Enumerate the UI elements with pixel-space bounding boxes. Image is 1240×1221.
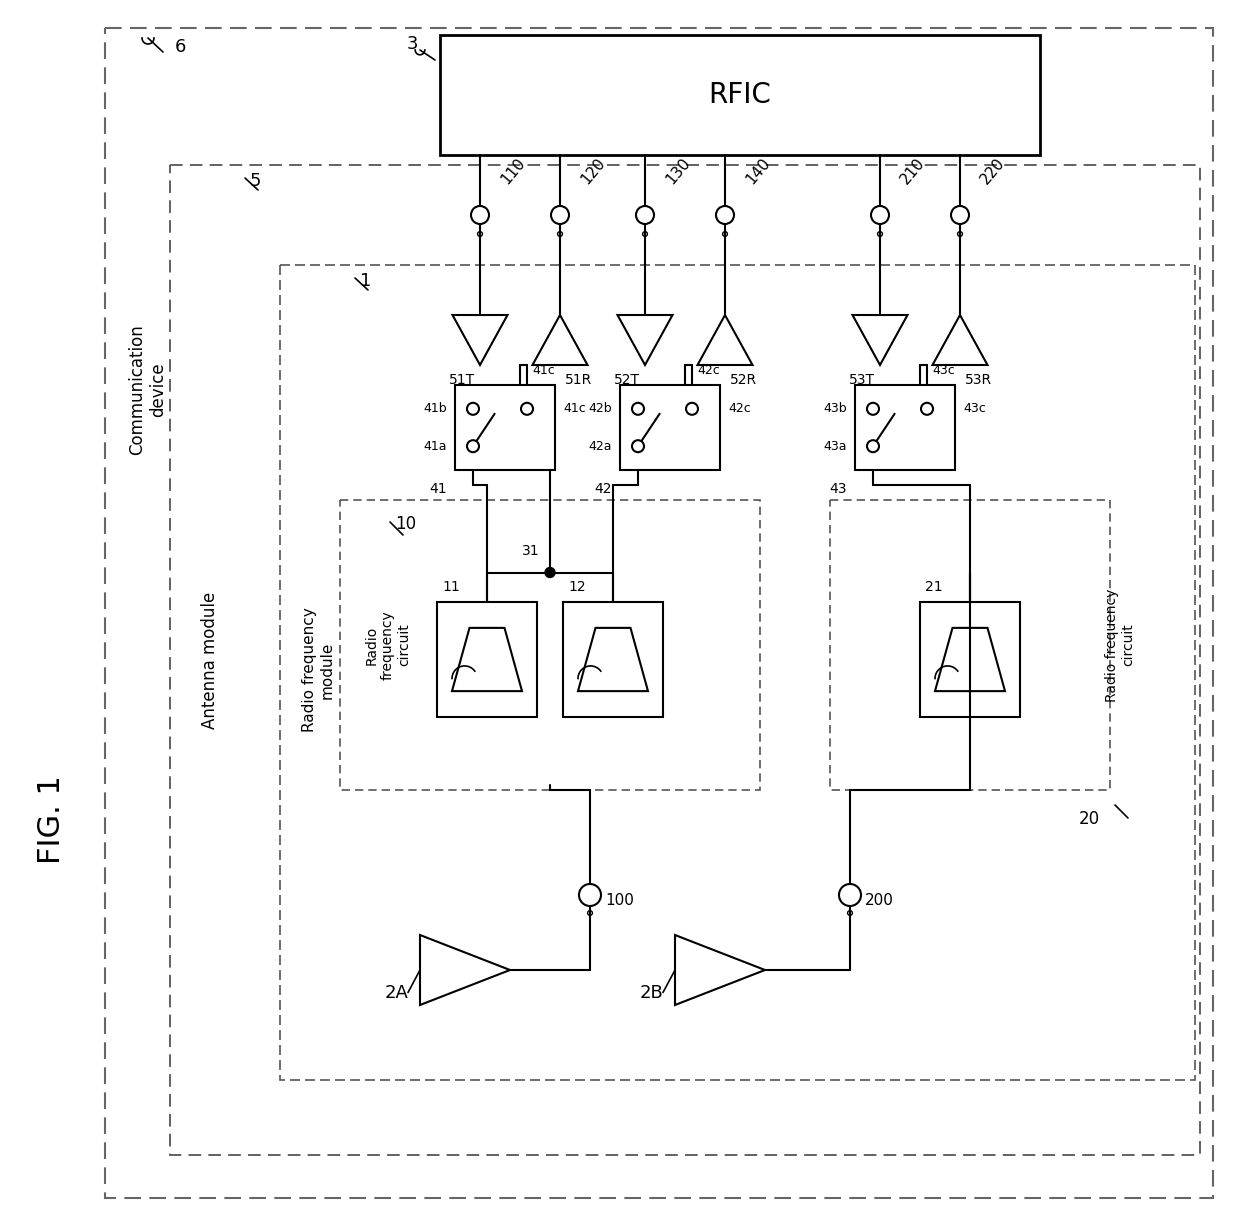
Circle shape: [632, 403, 644, 415]
Circle shape: [546, 568, 556, 578]
Text: 6: 6: [175, 38, 186, 56]
Text: 41: 41: [429, 482, 446, 496]
Circle shape: [632, 441, 644, 452]
Polygon shape: [856, 385, 955, 470]
Circle shape: [467, 441, 479, 452]
Polygon shape: [563, 602, 663, 717]
Circle shape: [870, 206, 889, 223]
Text: 43: 43: [830, 482, 847, 496]
Text: 41c: 41c: [532, 364, 554, 377]
Text: 42a: 42a: [589, 440, 613, 453]
Circle shape: [921, 403, 932, 415]
Text: 200: 200: [866, 893, 894, 907]
Text: 21: 21: [925, 580, 942, 593]
Text: 220: 220: [978, 155, 1008, 187]
Circle shape: [579, 884, 601, 906]
Text: 5: 5: [250, 172, 262, 190]
Text: Radio frequency
circuit: Radio frequency circuit: [1105, 589, 1135, 702]
Text: 3: 3: [407, 35, 418, 53]
Polygon shape: [436, 602, 537, 717]
Text: 41b: 41b: [423, 402, 446, 415]
Text: 52R: 52R: [730, 372, 758, 387]
Polygon shape: [440, 35, 1040, 155]
Circle shape: [686, 403, 698, 415]
Text: FIG. 1: FIG. 1: [37, 775, 67, 864]
Text: 41c: 41c: [563, 402, 585, 415]
Circle shape: [521, 403, 533, 415]
Text: 53T: 53T: [849, 372, 875, 387]
Text: 1: 1: [360, 272, 371, 291]
Circle shape: [867, 441, 879, 452]
Text: Radio
frequency
circuit: Radio frequency circuit: [365, 610, 412, 680]
Text: 41a: 41a: [424, 440, 446, 453]
Text: Antenna module: Antenna module: [201, 591, 219, 729]
Text: 51R: 51R: [565, 372, 593, 387]
Text: 43b: 43b: [823, 402, 847, 415]
Text: Communication
device: Communication device: [129, 325, 167, 455]
Text: Radio frequency
module: Radio frequency module: [301, 608, 335, 733]
Text: 43c: 43c: [963, 402, 986, 415]
Text: 31: 31: [522, 543, 539, 558]
Text: 210: 210: [898, 155, 928, 187]
Polygon shape: [920, 602, 1021, 717]
Text: 20: 20: [1079, 810, 1100, 828]
Text: 110: 110: [498, 155, 528, 187]
Text: 120: 120: [578, 155, 608, 187]
Text: RFIC: RFIC: [708, 81, 771, 109]
Text: 43c: 43c: [932, 364, 955, 377]
Circle shape: [467, 403, 479, 415]
Text: 10: 10: [396, 515, 417, 534]
Polygon shape: [455, 385, 556, 470]
Circle shape: [636, 206, 653, 223]
Text: 2A: 2A: [384, 983, 408, 1001]
Text: 42c: 42c: [697, 364, 719, 377]
Text: 42c: 42c: [728, 402, 750, 415]
Circle shape: [951, 206, 968, 223]
Text: 51T: 51T: [449, 372, 475, 387]
Text: 130: 130: [663, 155, 693, 187]
Polygon shape: [620, 385, 720, 470]
Text: 11: 11: [441, 580, 460, 593]
Text: 42b: 42b: [588, 402, 613, 415]
Circle shape: [471, 206, 489, 223]
Text: 2B: 2B: [640, 983, 663, 1001]
Circle shape: [551, 206, 569, 223]
Text: 42: 42: [594, 482, 613, 496]
Circle shape: [715, 206, 734, 223]
Circle shape: [839, 884, 861, 906]
Text: 12: 12: [568, 580, 585, 593]
Text: 100: 100: [605, 893, 634, 907]
Circle shape: [867, 403, 879, 415]
Text: 43a: 43a: [823, 440, 847, 453]
Text: 52T: 52T: [614, 372, 640, 387]
Text: 53R: 53R: [965, 372, 992, 387]
Text: 140: 140: [743, 155, 773, 187]
